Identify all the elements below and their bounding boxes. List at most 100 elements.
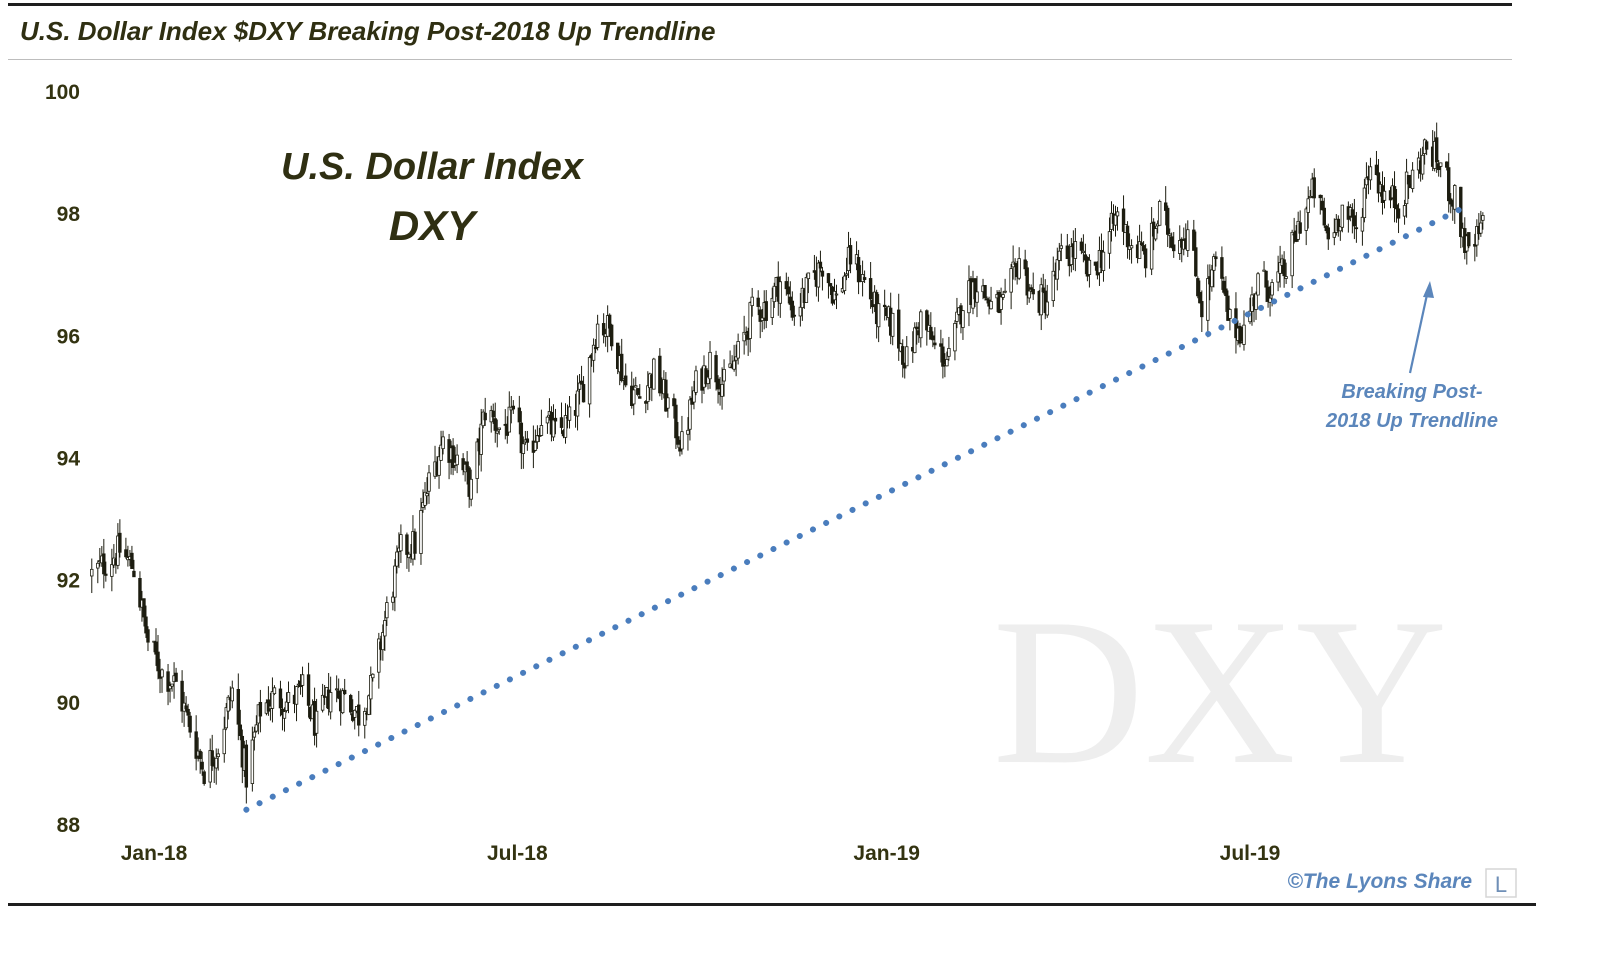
candle-body	[1200, 301, 1204, 318]
candle-body	[772, 285, 776, 303]
candle-body	[419, 510, 423, 554]
candle-body	[1467, 232, 1471, 247]
candle-body	[439, 444, 443, 461]
candle-body	[286, 692, 291, 703]
candle-body	[216, 753, 220, 758]
candle-body	[646, 385, 650, 402]
candle-body	[238, 724, 243, 737]
candle-body	[168, 685, 172, 690]
candle-body	[342, 689, 347, 695]
candle-body	[357, 704, 361, 726]
candle-body	[760, 317, 764, 321]
candle-body	[1001, 294, 1005, 298]
candle-body	[96, 562, 100, 569]
candle-body	[973, 278, 977, 300]
candle-body	[1101, 251, 1106, 271]
candle-body	[1073, 241, 1078, 259]
candle-body	[1290, 231, 1294, 277]
candle-body	[284, 701, 289, 712]
candle-body	[1137, 241, 1142, 259]
candle-body	[1304, 208, 1308, 231]
candle-body	[1214, 256, 1218, 260]
candle-body	[130, 552, 134, 569]
candle-body	[395, 551, 399, 567]
candle-body	[664, 379, 668, 412]
candle-body	[692, 390, 696, 403]
y-tick-label: 92	[57, 570, 80, 593]
candle-body	[704, 368, 708, 385]
candle-body	[1129, 245, 1134, 249]
candle-body	[537, 435, 542, 437]
candle-body	[525, 438, 530, 443]
candle-body	[778, 281, 782, 304]
candle-body	[790, 300, 795, 318]
candle-body	[983, 284, 987, 298]
candle-body	[545, 416, 550, 424]
candle-body	[1194, 247, 1198, 277]
candle-body	[1242, 324, 1246, 345]
candle-body	[1222, 280, 1226, 293]
candle-body	[748, 302, 752, 339]
candle-body	[834, 293, 839, 296]
candle-body	[1165, 207, 1170, 235]
candle-body	[497, 427, 501, 430]
title-separator	[8, 59, 1512, 60]
candle-body	[985, 298, 989, 301]
candle-body	[507, 406, 511, 433]
candle-body	[334, 688, 339, 691]
candle-body	[1115, 211, 1120, 217]
candle-body	[166, 671, 170, 692]
candle-body	[720, 383, 724, 397]
candle-body	[1298, 222, 1302, 234]
candle-body	[517, 407, 522, 423]
candle-body	[236, 689, 241, 725]
y-tick-label: 94	[57, 448, 81, 471]
candle-body	[953, 323, 957, 352]
candlestick-series	[90, 122, 1485, 804]
candle-body	[371, 673, 375, 679]
candle-body	[535, 435, 540, 443]
candle-body	[1170, 236, 1174, 248]
candle-body	[124, 549, 128, 558]
candle-body	[551, 419, 556, 438]
candle-body	[1031, 289, 1035, 295]
candle-body	[1228, 309, 1232, 319]
candle-body	[1163, 202, 1168, 211]
candle-body	[1420, 154, 1425, 175]
candle-body	[132, 570, 136, 578]
candle-body	[1318, 194, 1322, 199]
candle-body	[1410, 169, 1415, 189]
y-tick-label: 90	[57, 692, 80, 715]
candle-body	[1424, 141, 1429, 150]
candle-body	[437, 456, 441, 476]
candle-body	[1406, 175, 1411, 185]
candle-body	[511, 405, 516, 410]
x-tick-label: Jul-19	[1220, 842, 1281, 865]
candle-body	[1172, 244, 1176, 252]
candle-body	[198, 750, 202, 759]
candle-body	[1332, 232, 1337, 238]
candle-body	[146, 629, 150, 643]
candle-body	[427, 472, 431, 492]
candle-body	[469, 478, 473, 500]
candle-body	[636, 388, 640, 395]
candle-body	[595, 323, 600, 348]
candle-body	[1157, 201, 1162, 226]
candle-body	[919, 311, 923, 339]
candle-body	[848, 245, 853, 265]
candle-body	[104, 573, 108, 576]
candle-body	[804, 277, 809, 303]
candle-body	[575, 390, 580, 417]
candle-body	[1125, 225, 1130, 248]
candle-body	[714, 355, 718, 383]
candle-body	[451, 445, 455, 468]
candle-body	[294, 686, 299, 705]
candle-body	[579, 380, 584, 385]
y-tick-label: 100	[45, 81, 80, 104]
candle-body	[539, 425, 544, 436]
candle-body	[1392, 186, 1397, 209]
candle-body	[282, 711, 287, 719]
candle-body	[658, 355, 662, 394]
candle-body	[798, 306, 803, 317]
candle-body	[1445, 161, 1449, 168]
